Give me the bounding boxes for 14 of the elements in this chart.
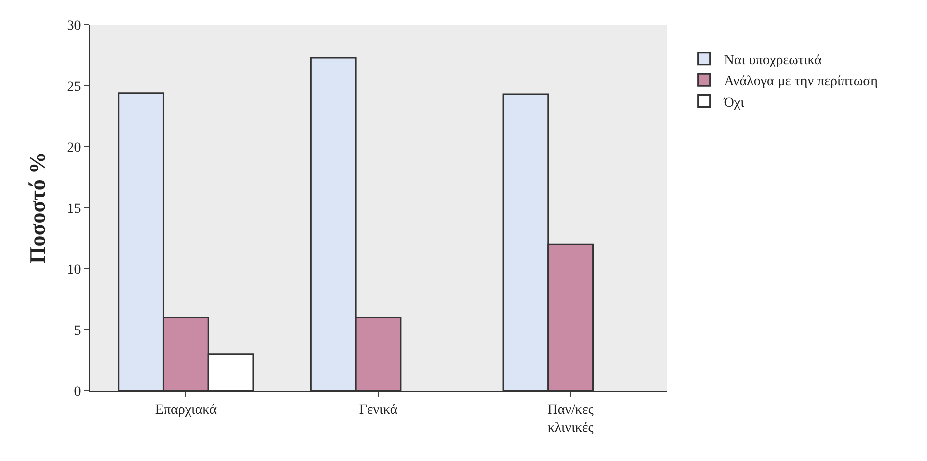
y-tick-label: 20 bbox=[67, 140, 82, 156]
y-axis-title: Ποσοστό % bbox=[25, 152, 50, 264]
x-tick-label: Γενικά bbox=[359, 402, 398, 418]
y-tick-label: 30 bbox=[67, 18, 82, 34]
legend-label: Όχι bbox=[723, 96, 745, 111]
y-tick-label: 10 bbox=[67, 262, 82, 278]
legend-label: Ναι υποχρεωτικά bbox=[724, 53, 823, 68]
x-tick-label: Επαρχιακά bbox=[155, 402, 218, 418]
x-tick-label: Παν/κες κλινικές bbox=[548, 402, 594, 436]
y-tick-label: 0 bbox=[74, 384, 82, 400]
y-tick-label: 5 bbox=[74, 324, 82, 339]
legend-label: Ανάλογα με την περίπτωση bbox=[724, 74, 878, 90]
y-tick-label: 15 bbox=[67, 202, 82, 217]
y-tick-label: 25 bbox=[67, 80, 82, 95]
